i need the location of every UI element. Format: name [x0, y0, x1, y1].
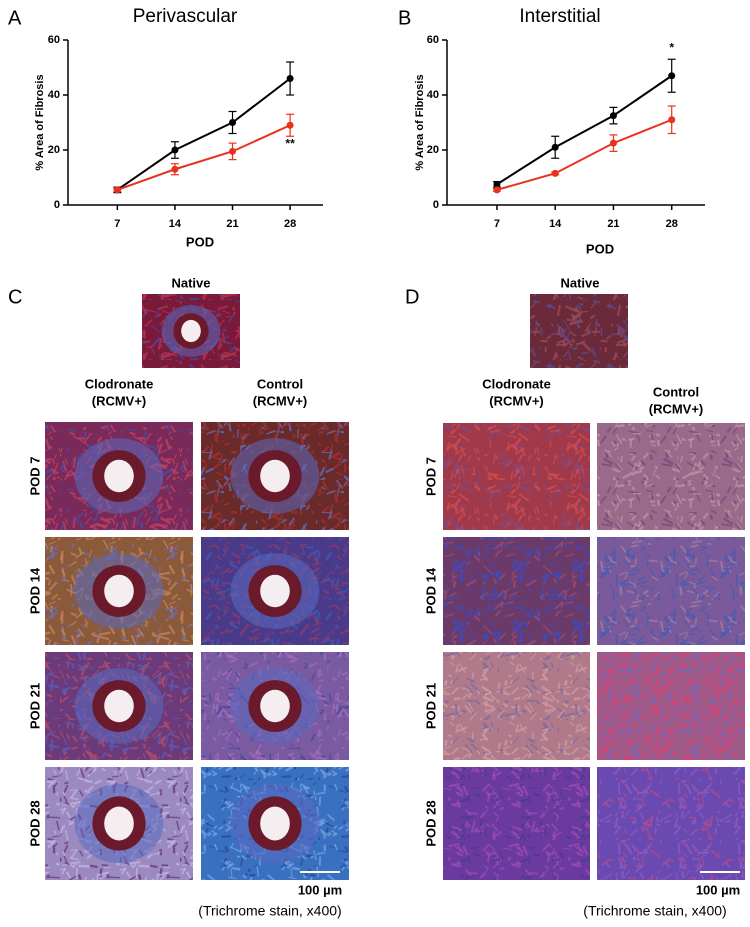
y-tick-label: 0	[433, 199, 439, 211]
y-axis-label: % Area of Fibrosis	[414, 74, 426, 170]
native-micrograph	[142, 294, 240, 368]
row-label: POD 21	[27, 683, 42, 729]
y-tick-label: 40	[427, 89, 439, 101]
data-point	[609, 139, 617, 147]
y-tick-label: 20	[48, 144, 60, 156]
data-point	[493, 186, 501, 194]
stain-note: (Trichrome stain, x400)	[583, 903, 726, 919]
annotation: **	[285, 137, 295, 151]
micrograph	[201, 422, 349, 530]
x-tick-label: 14	[549, 218, 562, 230]
data-point	[609, 112, 617, 120]
row-label: POD 21	[423, 683, 438, 729]
data-point	[171, 165, 179, 173]
micrograph	[201, 537, 349, 645]
annotation: *	[669, 40, 674, 54]
micrograph	[45, 537, 193, 645]
y-tick-label: 0	[54, 199, 60, 211]
column-header: Clodronate	[482, 376, 551, 391]
panel-label: B	[398, 7, 411, 29]
x-tick-label: 28	[284, 218, 296, 230]
y-tick-label: 60	[48, 34, 60, 46]
data-point	[668, 116, 676, 124]
panel-label: A	[8, 7, 22, 29]
y-tick-label: 60	[427, 34, 439, 46]
data-point	[551, 169, 559, 177]
y-tick-label: 20	[427, 144, 439, 156]
micrograph	[443, 767, 590, 880]
x-tick-label: 7	[494, 218, 500, 230]
native-label: Native	[171, 275, 210, 290]
micrograph	[201, 767, 349, 880]
chart-title: Interstitial	[519, 6, 600, 27]
micrograph	[45, 422, 193, 530]
micrograph	[45, 652, 193, 760]
native-label: Native	[560, 275, 599, 290]
micrograph	[443, 537, 590, 645]
micrograph	[45, 767, 193, 880]
row-label: POD 14	[423, 567, 438, 614]
micrograph	[443, 652, 590, 760]
data-point	[493, 180, 501, 188]
stain-note: (Trichrome stain, x400)	[198, 903, 341, 919]
row-label: POD 28	[423, 800, 438, 846]
data-point	[229, 147, 237, 155]
scale-bar-label: 100 µm	[298, 882, 342, 897]
data-point	[229, 119, 237, 126]
column-header: Control	[257, 376, 303, 391]
micrograph	[597, 423, 745, 530]
series-line	[117, 124, 291, 191]
data-point	[286, 121, 294, 129]
x-tick-label: 28	[666, 218, 678, 230]
y-axis-label: % Area of Fibrosis	[34, 74, 46, 170]
column-header: (RCMV+)	[649, 401, 704, 416]
column-header: (RCMV+)	[92, 393, 147, 408]
micrograph	[597, 537, 745, 645]
x-axis-label: POD	[186, 234, 214, 249]
panel-label: D	[405, 286, 419, 308]
row-label: POD 7	[27, 456, 42, 495]
data-point	[551, 143, 559, 151]
row-label: POD 28	[27, 800, 42, 846]
x-axis-label: POD	[586, 241, 614, 256]
x-tick-label: 21	[226, 218, 238, 230]
y-tick-label: 40	[48, 89, 60, 101]
data-point	[113, 186, 121, 194]
micrograph	[597, 652, 745, 760]
data-point	[668, 72, 676, 80]
micrograph	[597, 767, 745, 880]
chart-title: Perivascular	[133, 6, 238, 27]
column-header: (RCMV+)	[253, 393, 308, 408]
column-header: Control	[653, 384, 699, 399]
row-label: POD 7	[423, 457, 438, 496]
scale-bar-label: 100 µm	[696, 882, 740, 897]
series-line	[116, 77, 291, 191]
data-point	[171, 146, 179, 154]
x-tick-label: 14	[169, 218, 182, 230]
series-line	[496, 74, 673, 186]
data-point	[286, 75, 294, 82]
column-header: (RCMV+)	[489, 393, 544, 408]
micrograph	[201, 652, 349, 760]
x-tick-label: 21	[607, 218, 619, 230]
row-label: POD 14	[27, 567, 42, 614]
panel-label: C	[8, 286, 22, 308]
native-micrograph	[530, 294, 628, 368]
series-line	[496, 118, 673, 191]
x-tick-label: 7	[114, 218, 120, 230]
micrograph	[443, 423, 590, 530]
column-header: Clodronate	[85, 376, 154, 391]
